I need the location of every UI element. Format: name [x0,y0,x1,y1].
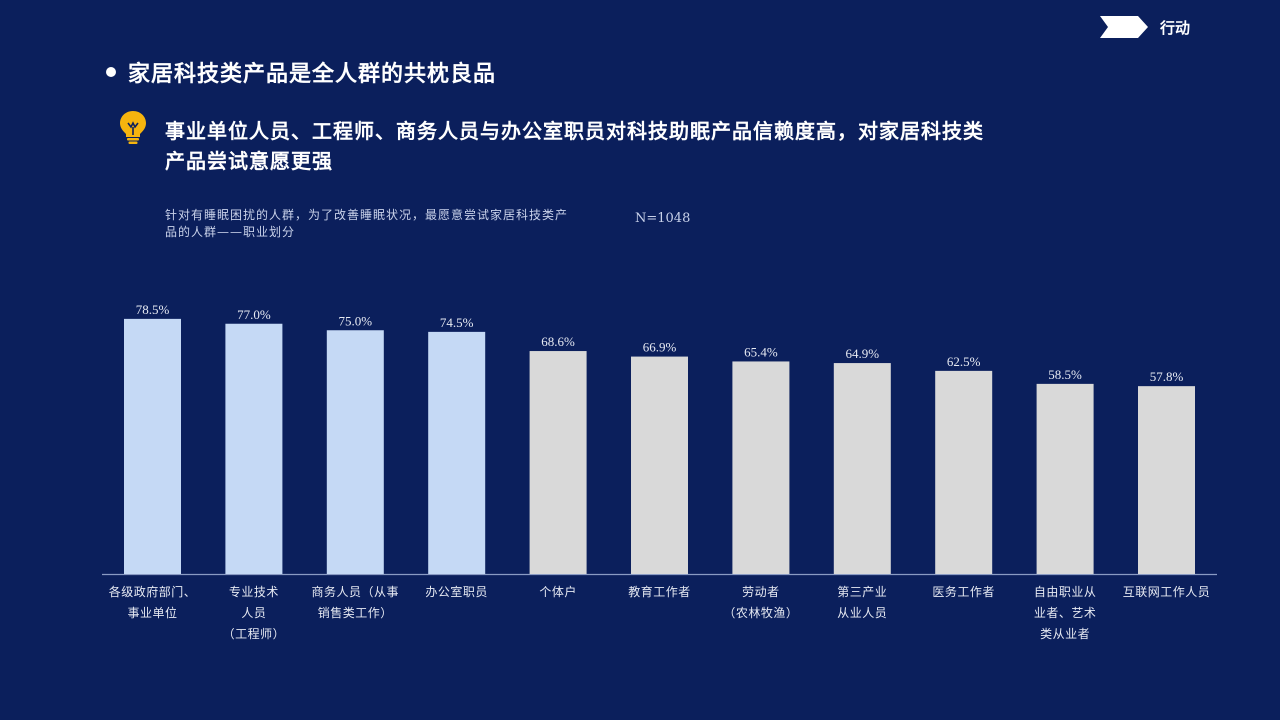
section-tag: 行动 [1100,16,1190,38]
chart-subtitle-line: 品的人群——职业划分 [165,225,296,239]
headline-line: 产品尝试意愿更强 [165,149,333,173]
x-tick-label-line: 业者、艺术 [1033,606,1097,620]
x-tick-label-line: 劳动者 [742,585,780,599]
headline: 事业单位人员、工程师、商务人员与办公室职员对科技助眠产品信赖度高，对家居科技类 … [165,116,1125,176]
x-tick-label: 办公室职员 [405,582,509,603]
bar [529,351,587,574]
bar [124,318,181,574]
x-tick-label: 专业技术人员 （工程师） [202,582,306,645]
x-tick-label: 各级政府部门、 事业单位 [101,582,205,624]
x-tick-label-line: 个体户 [539,585,577,599]
lightbulb-icon [120,111,146,144]
bullet-dot [106,67,116,77]
x-tick-label: 劳动者 （农林牧渔） [709,582,813,624]
bar-value-label: 62.5% [947,354,981,369]
x-tick-label-line: 销售类工作） [317,606,393,620]
x-tick-label: 第三产业 从业人员 [810,582,914,624]
bar [732,361,790,574]
x-tick-label: 商务人员（从事 销售类工作） [303,582,407,624]
x-tick-label: 医务工作者 [912,582,1016,603]
bar-value-label: 74.5% [440,315,474,330]
x-tick-label-line: （工程师） [222,627,286,641]
x-tick-label-line: 从业人员 [837,606,888,620]
bar [326,330,384,574]
slide-title-text: 家居科技类产品是全人群的共枕良品 [128,61,497,87]
bar [935,370,993,574]
x-tick-label: 教育工作者 [608,582,712,603]
bar-value-label: 77.0% [237,307,271,322]
chart-subtitle-line: 针对有睡眠困扰的人群，为了改善睡眠状况，最愿意尝试家居科技类产 [165,208,569,222]
bar-value-label: 65.4% [744,344,778,359]
x-tick-label: 自由职业从业者、艺术类从业者 [1013,582,1117,645]
bar [631,356,688,574]
x-tick-label-line: 专业技术 [228,585,279,599]
x-tick-label-line: 自由职业从 [1033,585,1097,599]
x-tick-label-line: 商务人员（从事 [311,585,400,599]
x-tick-label-line: 医务工作者 [932,585,995,599]
chevron-arrow-icon [1100,16,1148,38]
section-label: 行动 [1160,18,1191,37]
bar [1036,383,1094,574]
bar-value-label: 57.8% [1150,369,1184,384]
bar-value-label: 78.5% [136,302,170,317]
sample-size: N=1048 [635,211,691,226]
bar-value-label: 75.0% [339,313,373,328]
chart-subtitle: 针对有睡眠困扰的人群，为了改善睡眠状况，最愿意尝试家居科技类产 品的人群——职业… [165,207,635,241]
x-tick-label-line: 类从业者 [1040,627,1091,641]
bar [428,331,486,574]
slide-title: 家居科技类产品是全人群的共枕良品 [106,56,496,88]
bar-value-label: 64.9% [846,346,880,361]
x-tick-label: 互联网工作人员 [1115,582,1219,603]
x-tick-label-line: 办公室职员 [425,585,488,599]
x-tick-label-line: 互联网工作人员 [1122,585,1211,599]
x-tick-label-line: 事业单位 [127,606,178,620]
x-tick-label-line: 各级政府部门、 [108,585,197,599]
bar [225,323,283,574]
x-tick-label-line: 人员 [241,606,267,620]
bar-value-label: 68.6% [541,334,575,349]
bar [833,363,891,574]
headline-line: 事业单位人员、工程师、商务人员与办公室职员对科技助眠产品信赖度高，对家居科技类 [165,119,984,143]
bar-value-label: 58.5% [1048,367,1082,382]
x-tick-label: 个体户 [506,582,610,603]
x-tick-label-line: 教育工作者 [628,585,691,599]
x-tick-label-line: 第三产业 [837,585,888,599]
bar-value-label: 66.9% [643,340,677,355]
x-tick-label-line: （农林牧渔） [723,606,799,620]
bar [1138,386,1195,574]
